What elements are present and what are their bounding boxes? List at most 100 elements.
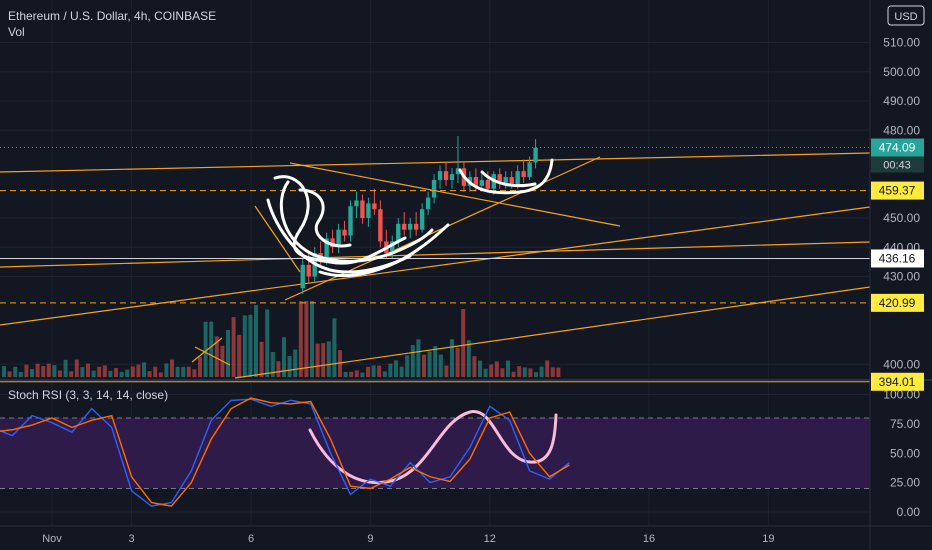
volume-bar	[91, 370, 96, 377]
candle-body	[360, 200, 365, 218]
volume-bar	[326, 341, 331, 377]
price-tick-label: 490.00	[883, 94, 920, 108]
volume-bar	[500, 368, 505, 377]
volume-bar	[382, 371, 387, 377]
volume-bar	[170, 359, 174, 377]
candle-body	[342, 229, 347, 236]
current-price-tag	[871, 138, 924, 157]
candle-body	[503, 177, 508, 183]
volume-bar	[478, 360, 482, 377]
volume-bar	[74, 359, 79, 377]
price-tick-label: 510.00	[883, 36, 920, 50]
volume-bar	[52, 365, 57, 377]
candle-body	[479, 179, 485, 186]
volume-bar	[427, 351, 432, 377]
freehand-stroke	[480, 170, 537, 188]
volume-bar	[545, 360, 550, 377]
candle-body	[330, 238, 335, 248]
volume-bar	[405, 355, 410, 377]
time-tick-label: 16	[643, 533, 655, 545]
volume-bar	[489, 364, 494, 377]
axis-labels: 510.00500.00490.00480.00450.00440.00430.…	[42, 36, 920, 546]
candle-body	[497, 174, 502, 183]
volume-bar	[332, 318, 337, 377]
volume-bar	[550, 367, 555, 377]
countdown-label: 00:43	[883, 160, 911, 172]
trendline-drawings[interactable]	[0, 152, 871, 379]
price-labels: 474.09 00:43 459.37 436.16 420.99 394.01	[871, 138, 924, 391]
time-tick-label: 6	[248, 533, 254, 545]
freehand-stroke	[318, 223, 450, 278]
freehand-stroke	[279, 180, 434, 263]
price-tick-label: 430.00	[883, 270, 920, 284]
volume-bar	[248, 314, 253, 377]
trendline	[0, 206, 871, 326]
volume-bar	[455, 348, 460, 377]
candle-body	[396, 223, 401, 242]
volume-bar	[472, 356, 477, 377]
volume-bar	[125, 369, 130, 377]
volume-bar	[231, 317, 236, 377]
volume-bar	[354, 370, 359, 377]
volume-bar	[175, 366, 180, 377]
candle-body	[521, 171, 526, 178]
volume-bar	[69, 371, 74, 377]
price-level-label: 459.37	[879, 184, 916, 198]
price-level-tag	[871, 181, 924, 200]
trendline	[234, 286, 871, 379]
volume-bar	[186, 366, 191, 377]
candle-body	[300, 264, 305, 289]
candle-body	[366, 203, 371, 218]
price-level-label: 436.16	[879, 251, 916, 265]
freehand-drawings[interactable]	[266, 158, 558, 485]
freehand-stroke	[308, 410, 558, 485]
volume-bar	[24, 364, 29, 377]
price-level-tag	[871, 293, 924, 312]
candle-body	[515, 171, 520, 186]
volume-bar	[2, 366, 6, 377]
price-level-label: 420.99	[879, 296, 916, 310]
candle-body	[437, 171, 443, 180]
price-tick-label: 400.00	[883, 357, 920, 371]
time-tick-label: 3	[129, 533, 135, 545]
volume-bar	[377, 365, 382, 377]
volume-bar	[360, 372, 365, 377]
volume-bar	[466, 340, 471, 377]
volume-bar	[517, 366, 522, 377]
volume-bar	[265, 309, 270, 377]
rsi-tick-label: 0.00	[897, 505, 921, 519]
volume-bar	[164, 363, 169, 377]
rsi-tick-label: 25.00	[890, 476, 920, 490]
time-tick-label: 12	[484, 533, 496, 545]
volume-bar	[399, 366, 404, 377]
volume-bar	[35, 363, 40, 377]
candle-body	[402, 223, 407, 230]
volume-bar	[198, 356, 202, 377]
volume-bar	[298, 301, 303, 377]
horizontal-lines[interactable]	[0, 147, 870, 383]
time-tick-label: Nov	[42, 533, 62, 545]
volume-bar	[388, 363, 393, 377]
countdown-tag	[871, 156, 924, 173]
volume-bar	[270, 351, 275, 377]
candle-body	[449, 174, 455, 180]
candle-body	[485, 179, 491, 189]
candle-body	[527, 162, 532, 178]
volume-bar	[315, 343, 320, 377]
volume-bar	[30, 369, 34, 377]
volume-bar	[287, 356, 292, 377]
currency-button[interactable]: USD	[887, 5, 925, 26]
volume-bar	[511, 371, 516, 377]
volume-bar	[438, 354, 443, 377]
volume-bar	[181, 366, 186, 377]
candle-body	[473, 177, 479, 186]
volume-bar	[422, 354, 426, 377]
volume-bar	[522, 367, 527, 377]
volume-bar	[226, 330, 230, 377]
volume-bar	[410, 344, 415, 377]
trendline	[194, 346, 231, 366]
volume-bar	[371, 365, 376, 377]
volume-bars	[2, 301, 561, 377]
volume-bar	[528, 368, 533, 377]
